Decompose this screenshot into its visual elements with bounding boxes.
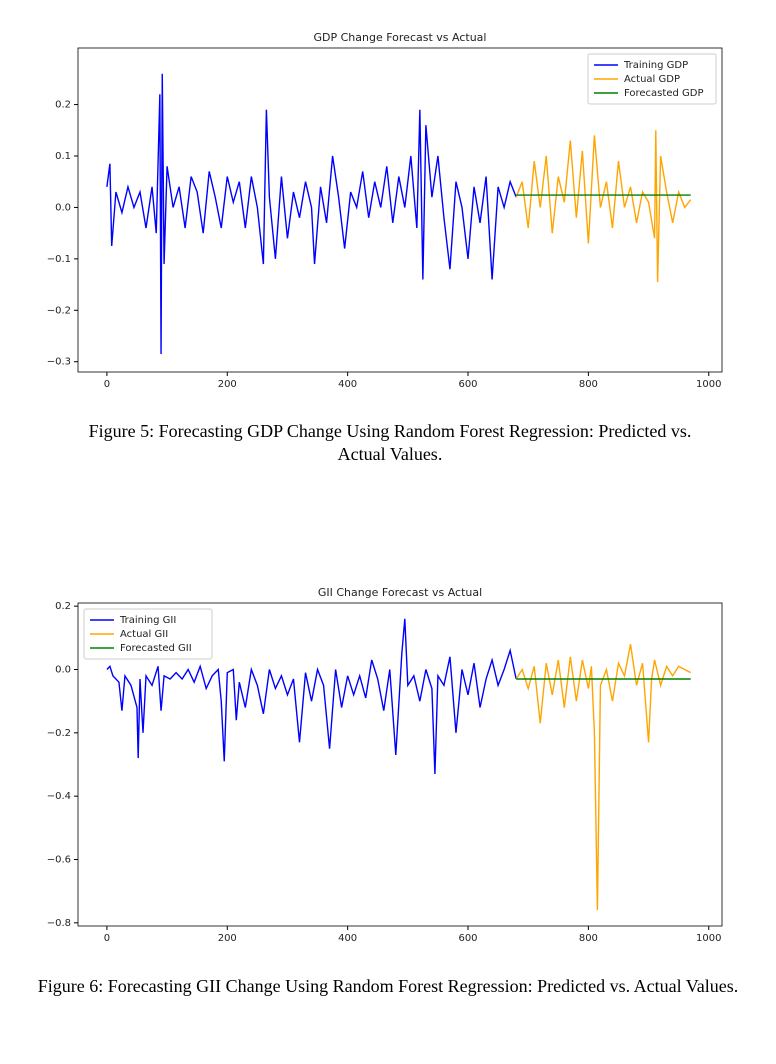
x-tick-label: 200 xyxy=(218,933,237,944)
x-tick-label: 0 xyxy=(104,379,110,390)
legend-label: Actual GII xyxy=(120,629,168,640)
legend-label: Training GII xyxy=(119,615,176,626)
x-tick-label: 1000 xyxy=(696,933,721,944)
chart-title: GDP Change Forecast vs Actual xyxy=(314,31,487,44)
y-tick-label: 0.0 xyxy=(55,665,71,676)
x-tick-label: 200 xyxy=(218,379,237,390)
y-tick-label: −0.6 xyxy=(47,855,71,866)
x-tick-label: 600 xyxy=(458,379,477,390)
legend-box xyxy=(83,608,213,660)
x-tick-label: 0 xyxy=(104,933,110,944)
y-tick-label: 0.0 xyxy=(55,202,71,213)
series-line xyxy=(106,618,517,775)
y-tick-label: −0.2 xyxy=(47,728,71,739)
y-tick-label: −0.1 xyxy=(47,254,71,265)
y-tick-label: 0.1 xyxy=(55,151,71,162)
series-line xyxy=(106,73,517,355)
y-tick-label: −0.4 xyxy=(47,791,71,802)
y-tick-label: −0.3 xyxy=(47,357,71,368)
y-tick-label: −0.8 xyxy=(47,918,71,929)
series-line xyxy=(515,130,692,283)
x-tick-label: 400 xyxy=(338,933,357,944)
caption: Figure 6: Forecasting GII Change Using R… xyxy=(37,976,739,996)
plot-frame xyxy=(77,602,723,927)
chart-title: GII Change Forecast vs Actual xyxy=(318,586,482,599)
plot-frame xyxy=(77,47,723,373)
caption: Figure 5: Forecasting GDP Change Using R… xyxy=(88,421,692,464)
x-tick-label: 800 xyxy=(579,379,598,390)
legend-label: Training GDP xyxy=(623,60,688,71)
legend-label: Forecasted GDP xyxy=(624,88,703,99)
y-tick-label: 0.2 xyxy=(55,100,71,111)
x-tick-label: 1000 xyxy=(696,379,721,390)
legend-label: Forecasted GII xyxy=(120,643,192,654)
x-tick-label: 600 xyxy=(458,933,477,944)
legend-label: Actual GDP xyxy=(624,74,680,85)
y-tick-label: −0.2 xyxy=(47,305,71,316)
y-tick-label: 0.2 xyxy=(55,601,71,612)
x-tick-label: 400 xyxy=(338,379,357,390)
x-tick-label: 800 xyxy=(579,933,598,944)
series-line xyxy=(515,644,692,911)
legend-box xyxy=(587,53,717,105)
